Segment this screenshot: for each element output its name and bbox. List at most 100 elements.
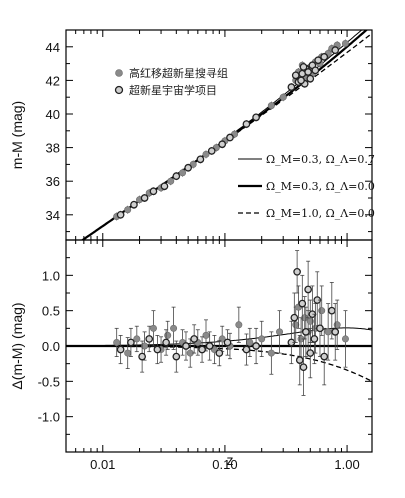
bottom-series-0-point	[318, 307, 326, 315]
top-series-1-point	[218, 140, 227, 149]
top-series-1-point	[291, 71, 300, 80]
bottom-series-1-point	[252, 342, 260, 350]
x-axis-title: z	[227, 452, 234, 468]
legend-label-flat-matter: Ω_M=1.0, Ω_Λ=0.0	[266, 207, 375, 220]
bottom-series-1-point	[327, 306, 336, 315]
bottom-series-1-point	[138, 352, 146, 361]
x-tick-label: 1.00	[334, 457, 359, 472]
top-y-tick-label: 36	[46, 174, 60, 189]
top-series-1-point	[149, 187, 158, 196]
bottom-series-1-point	[153, 345, 162, 354]
top-series-1-point	[242, 120, 251, 128]
bottom-series-1-point	[116, 345, 125, 354]
top-y-tick-label: 40	[46, 107, 60, 122]
bottom-axes: 0.01 0.10 1.00 -1.0 -0.5 0.0 0.5 1.0	[38, 239, 372, 472]
bottom-series-0-point	[246, 338, 254, 346]
legend-label-open: Ω_M=0.3, Ω_Λ=0.0	[266, 180, 375, 193]
bottom-series-0-point	[341, 335, 349, 343]
bottom-series-1-point	[304, 285, 312, 294]
legend-label-lambda: Ω_M=0.3, Ω_Λ=0.7	[266, 153, 375, 166]
bottom-series-0-point	[202, 331, 210, 339]
bottom-series-1-point	[162, 338, 170, 347]
top-series-1-point	[130, 200, 138, 209]
bottom-series-0-point	[306, 317, 314, 325]
top-series-0-point	[167, 177, 175, 185]
bottom-series-1-point	[316, 324, 324, 333]
top-y-axis-title: m-M (mag)	[9, 101, 25, 169]
top-series-1-point	[287, 83, 296, 91]
bottom-y-tick-label: -1.0	[38, 410, 60, 425]
bottom-series-1-point	[145, 335, 154, 343]
top-y-tick-label: 34	[46, 208, 60, 223]
top-series-1-point	[306, 74, 315, 83]
top-panel	[80, 30, 372, 240]
x-tick-label: 0.01	[90, 457, 115, 472]
bottom-series-0-point	[164, 331, 172, 339]
bottom-series-0-point	[235, 321, 243, 329]
bottom-series-1-point	[295, 356, 304, 364]
top-series-0-point	[279, 93, 287, 101]
top-series-1-point	[331, 46, 340, 55]
top-series-1-point	[172, 172, 181, 181]
bottom-series-0-point	[124, 349, 132, 357]
top-series-0-point	[202, 150, 210, 158]
bottom-series-1-point	[198, 345, 206, 354]
bottom-series-1-point	[223, 338, 232, 347]
legend-marker-high-z-team	[115, 69, 123, 77]
bottom-series-0-point	[113, 338, 121, 346]
x-tick-label: 0.10	[212, 457, 237, 472]
top-series-1-point	[299, 63, 308, 71]
top-series-1-point	[160, 182, 169, 191]
top-series-1-point	[314, 56, 323, 65]
bottom-series-1-point	[215, 349, 224, 357]
bottom-series-1-point	[205, 342, 214, 350]
top-series-1-point	[311, 66, 320, 75]
top-series-0-point	[341, 39, 349, 47]
legend-markers: 高红移超新星搜寻组 超新星宇宙学项目	[114, 66, 228, 97]
bottom-series-0-point	[258, 335, 266, 343]
bottom-series-1-point	[182, 342, 190, 350]
legend-lines: Ω_M=0.3, Ω_Λ=0.7 Ω_M=0.3, Ω_Λ=0.0 Ω_M=1.…	[238, 153, 375, 220]
top-series-0-point	[267, 102, 275, 110]
top-y-tick-label: 44	[46, 40, 60, 55]
bottom-series-1-point	[290, 313, 299, 322]
top-series-1-point	[184, 163, 192, 172]
bottom-y-tick-label: -0.5	[38, 374, 60, 389]
top-series-0-point	[124, 206, 132, 214]
top-axes: 34 36 38 40 42 44	[46, 29, 372, 240]
bottom-series-0-point	[149, 324, 157, 332]
top-series-1-point	[304, 68, 312, 76]
bottom-y-tick-label: 0.5	[42, 304, 60, 319]
top-y-tick-label: 38	[46, 141, 60, 156]
bottom-series-1-point	[331, 328, 340, 336]
bottom-series-0-point	[133, 335, 141, 343]
bottom-series-1-point	[172, 352, 181, 361]
bottom-series-1-point	[310, 335, 319, 343]
top-series-1-point	[297, 76, 305, 85]
bottom-series-0-point	[324, 328, 332, 336]
bottom-series-0-point	[141, 342, 149, 350]
legend-marker-scp	[114, 85, 124, 95]
top-series-0-point	[179, 169, 187, 177]
bottom-series-1-point	[299, 363, 308, 372]
top-series-1-point	[116, 210, 125, 219]
bottom-y-axis-title: Δ(m-M) (mag)	[9, 302, 25, 389]
bottom-series-1-point	[190, 335, 199, 343]
top-series-1-point	[320, 53, 329, 61]
bottom-series-1-point	[302, 328, 310, 336]
top-series-1-point	[140, 194, 149, 202]
bottom-series-1-point	[242, 345, 251, 354]
bottom-series-1-point	[306, 349, 315, 357]
bottom-series-1-point	[298, 299, 307, 308]
top-series-1-point	[207, 147, 216, 155]
bottom-panel	[66, 250, 372, 396]
top-y-tick-label: 42	[46, 73, 60, 88]
top-series-1-point	[226, 133, 234, 142]
bottom-series-1-point	[293, 267, 301, 276]
bottom-series-0-point	[267, 349, 275, 357]
legend-label-scp: 超新星宇宙学项目	[129, 83, 217, 97]
bottom-series-0-point	[170, 324, 178, 332]
bottom-series-1-point	[320, 352, 329, 361]
